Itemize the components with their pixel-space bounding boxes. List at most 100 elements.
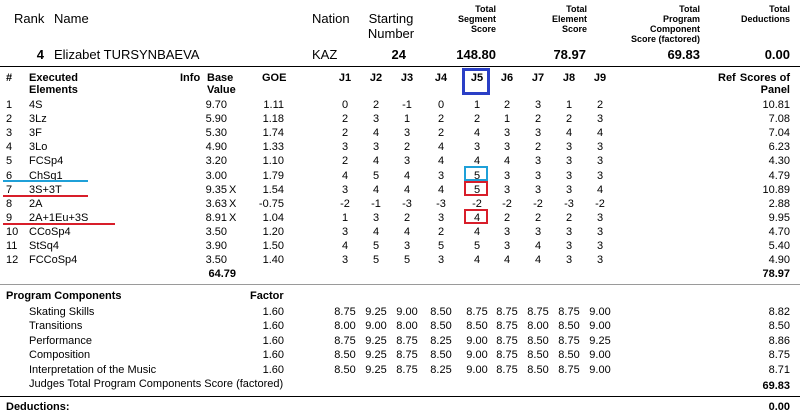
element-judge-score: 4 (372, 183, 380, 196)
component-judge-score: 8.50 (527, 334, 549, 347)
element-name: CCoSp4 (29, 225, 71, 238)
element-judge-score: 3 (534, 99, 542, 111)
element-name: 2A+1Eu+3S (29, 211, 89, 224)
element-judge-score: 4 (473, 225, 481, 238)
element-judge-score: 3 (565, 141, 573, 154)
element-panel-score: 10.81 (762, 99, 790, 111)
element-judge-score: 2 (437, 127, 445, 140)
starting-header-line2: Number (367, 26, 415, 41)
element-judge-score: -2 (502, 197, 512, 210)
component-judge-score: 8.75 (496, 363, 518, 376)
element-number: 4 (6, 141, 13, 154)
total-segment-score: 148.80 (456, 47, 496, 62)
element-goe: 1.20 (262, 225, 284, 238)
component-judge-score: 9.00 (589, 363, 611, 376)
element-judge-score: 3 (437, 169, 445, 182)
col-base-header-1: Base (207, 72, 234, 84)
element-judge-score: 3 (372, 211, 380, 224)
component-judge-score: 8.75 (334, 306, 356, 318)
element-panel-score: 5.40 (768, 240, 790, 252)
component-judge-score: 9.00 (589, 320, 611, 333)
element-judge-score: 3 (534, 225, 542, 238)
element-judge-score: 5 (437, 240, 445, 252)
component-judge-score: 9.00 (466, 334, 488, 347)
component-judge-score: 8.75 (527, 306, 549, 318)
element-judge-score: 2 (596, 99, 604, 111)
element-judge-score: 3 (341, 254, 349, 267)
element-goe: 1.79 (262, 169, 284, 182)
element-number: 3 (6, 127, 13, 140)
element-row: 11 StSq4 3.90 1.50 4 5 3 5 5 3 4 3 3 5.40 (0, 241, 800, 255)
element-judge-score: 2 (403, 211, 411, 224)
element-judge-score: 1 (503, 113, 511, 126)
element-goe: 1.54 (262, 183, 284, 196)
component-name: Performance (29, 334, 92, 347)
element-number: 9 (6, 211, 13, 224)
element-judge-score: 4 (503, 254, 511, 267)
2a-combo-underline (3, 223, 115, 225)
element-judge-score: 3 (372, 113, 380, 126)
element-judge-score: 3 (473, 141, 481, 154)
element-judge-score: 4 (372, 127, 380, 140)
component-row: Interpretation of the Music 1.60 8.50 9.25 8… (0, 363, 800, 379)
component-panel-score: 8.82 (768, 306, 790, 318)
element-number: 8 (6, 197, 13, 210)
element-judge-score: -2 (472, 197, 482, 210)
element-judge-score: 5 (473, 183, 481, 196)
element-row: 6 ChSq1 3.00 1.79 4 5 4 3 5 3 3 3 3 4.79 (0, 169, 800, 185)
component-name: Interpretation of the Music (29, 363, 157, 376)
element-judge-score: 3 (341, 183, 349, 196)
element-row: 3 3F 5.30 1.74 2 4 3 2 4 3 3 4 4 7.04 (0, 128, 800, 142)
pcs-total-label: Judges Total Program Components Score (f… (29, 378, 284, 390)
element-judge-score: 2 (473, 113, 481, 126)
component-row: Skating Skills 1.60 8.75 9.25 9.00 8.50 8.75 8.… (0, 307, 800, 321)
element-goe: 1.50 (262, 240, 284, 252)
nation-header: Nation (312, 11, 350, 26)
col-judge-header-6: J6 (500, 72, 514, 84)
component-judge-score: 8.75 (558, 334, 580, 347)
element-judge-score: 3 (503, 183, 511, 196)
element-judge-score: -1 (402, 99, 412, 111)
component-panel-score: 8.75 (768, 349, 790, 362)
component-judge-score: 8.50 (527, 349, 549, 362)
element-judge-score: 3 (437, 211, 445, 224)
col-judge-header-1: J1 (338, 72, 352, 84)
component-judge-score: 8.75 (396, 334, 418, 347)
element-judge-score: 5 (372, 254, 380, 267)
component-judge-score: 8.75 (496, 349, 518, 362)
component-judge-score: 9.00 (396, 306, 418, 318)
component-judge-score: 9.25 (365, 363, 387, 376)
tes-header: Total Element Score (551, 4, 587, 34)
element-judge-score: 1 (403, 113, 411, 126)
element-judge-score: 3 (565, 155, 573, 168)
element-number: 11 (6, 240, 18, 252)
total-deductions: 0.00 (764, 47, 790, 62)
element-base-value: 4.90 (205, 141, 227, 154)
component-judge-score: 8.50 (430, 320, 452, 333)
element-judge-score: 2 (341, 113, 349, 126)
component-judge-score: 8.50 (558, 320, 580, 333)
element-base-value: 9.35 (205, 183, 227, 196)
element-judge-score: 3 (503, 127, 511, 140)
element-base-value: 9.70 (205, 99, 227, 111)
element-judge-score: 2 (437, 113, 445, 126)
col-judge-header-9: J9 (593, 72, 607, 84)
element-row: 4 3Lo 4.90 1.33 3 3 2 4 3 3 2 3 3 6.23 (0, 142, 800, 156)
element-panel-score: 4.90 (768, 254, 790, 267)
element-judge-score: 1 (565, 99, 573, 111)
element-goe: 1.10 (262, 155, 284, 168)
element-info: X (229, 211, 237, 224)
element-info: X (229, 197, 237, 210)
element-row: 12 FCCoSp4 3.50 1.40 3 5 5 3 4 4 4 3 3 4.90 (0, 255, 800, 269)
element-name: 4S (29, 99, 43, 111)
element-goe: 1.04 (262, 211, 284, 224)
element-judge-score: 2 (372, 99, 380, 111)
element-judge-score: 1 (341, 211, 349, 224)
component-factor: 1.60 (262, 349, 284, 362)
element-judge-score: 3 (403, 127, 411, 140)
skater-name: Elizabet TURSYNBAEVA (54, 47, 200, 62)
component-row: Performance 1.60 8.75 9.25 8.75 8.25 9.00 8.75 8… (0, 334, 800, 350)
component-name: Transitions (29, 320, 83, 333)
element-judge-score: 2 (403, 141, 411, 154)
component-judge-score: 8.50 (558, 349, 580, 362)
